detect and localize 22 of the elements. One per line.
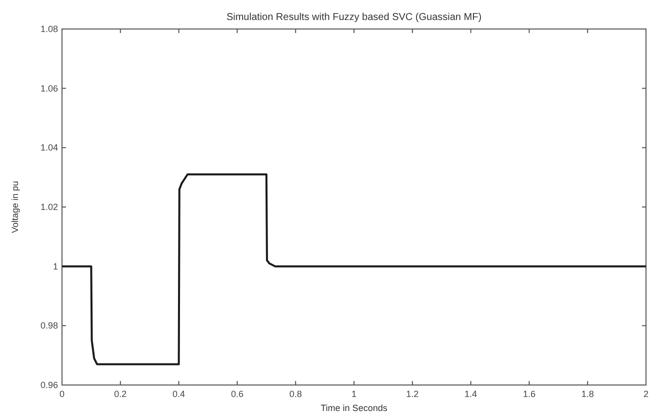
x-tick-label: 0.4 bbox=[172, 389, 186, 399]
x-tick-label: 2 bbox=[643, 389, 649, 399]
y-tick-label: 0.98 bbox=[40, 320, 58, 331]
y-tick-label: 1 bbox=[52, 261, 58, 272]
x-tick-label: 0.2 bbox=[114, 389, 127, 399]
chart-title: Simulation Results with Fuzzy based SVC (Guassian MF) bbox=[226, 12, 482, 23]
y-axis-title: Voltage in pu bbox=[10, 180, 20, 234]
y-tick-label: 1.02 bbox=[40, 202, 58, 212]
x-tick-label: 1.8 bbox=[581, 389, 594, 399]
y-tick-label: 0.96 bbox=[40, 380, 58, 390]
x-tick-label: 1.4 bbox=[464, 389, 478, 399]
y-tick-label: 1.08 bbox=[40, 24, 58, 34]
y-tick-label: 1.04 bbox=[40, 142, 58, 153]
x-axis-title: Time in Seconds bbox=[320, 403, 388, 413]
x-tick-label: 1.6 bbox=[522, 389, 536, 399]
x-tick-label: 1 bbox=[351, 389, 357, 399]
line-series bbox=[61, 173, 647, 366]
y-tick-label: 1.06 bbox=[40, 83, 58, 94]
x-tick-label: 0.6 bbox=[230, 389, 244, 399]
x-tick-label: 0 bbox=[59, 389, 65, 399]
x-tick-label: 0.8 bbox=[289, 389, 302, 399]
x-tick-label: 1.2 bbox=[406, 389, 419, 399]
